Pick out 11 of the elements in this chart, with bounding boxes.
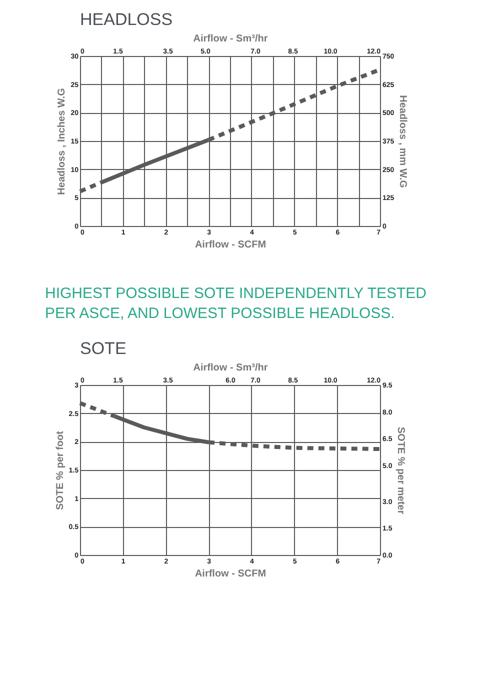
y-axis-title: Headloss , Inches W.G bbox=[56, 88, 68, 195]
x2-axis-title: Airflow - Sm³/hr bbox=[193, 362, 268, 374]
y2-axis-title: Headloss , mm W.G bbox=[397, 95, 408, 188]
x-axis-title: Airflow - SCFM bbox=[194, 240, 266, 250]
text: HIGHEST POSSIBLE SOTE INDEPENDENTLY TESTED PER ASCE, AND LOWEST POSSIBLE HEADLOSS. bbox=[45, 285, 427, 322]
x2-axis-title: Airflow - Sm³/hr bbox=[193, 34, 268, 44]
x-axis-title: Airflow - SCFM bbox=[194, 568, 266, 580]
chart-title: SOTE bbox=[80, 339, 126, 358]
y2-axis-title: SOTE % per meter bbox=[395, 426, 406, 514]
y-axis-title: SOTE % per foot bbox=[54, 430, 66, 510]
chart-title: HEADLOSS bbox=[80, 10, 173, 29]
